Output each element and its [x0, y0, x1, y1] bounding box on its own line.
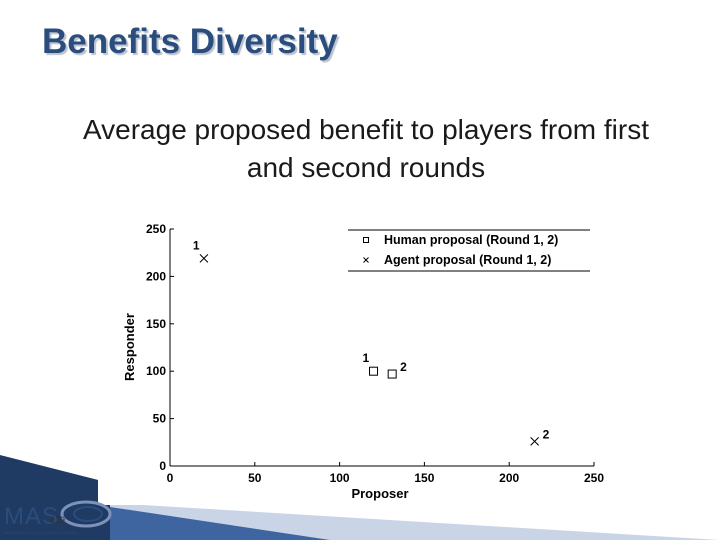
point-label: 1: [363, 351, 370, 365]
marker-stroke: [530, 436, 539, 446]
legend-marker: [363, 237, 369, 243]
mas-logo: MAS DARTMOUTH MULTI-AGENT SYSTEMS: [4, 497, 112, 540]
x-tick-label: 0: [167, 471, 174, 485]
y-tick-label: 50: [153, 412, 167, 426]
point-label: 2: [543, 427, 550, 441]
y-tick-label: 150: [146, 317, 166, 331]
marker-stroke: [199, 254, 209, 263]
x-tick-label: 150: [414, 471, 434, 485]
human-proposal-point: [387, 369, 397, 379]
legend-entry: Human proposal (Round 1, 2): [384, 233, 558, 247]
footer-decoration: [0, 455, 720, 540]
x-tick-label: 100: [330, 471, 350, 485]
x-axis-label: Proposer: [351, 486, 408, 501]
agent-proposal-point: [199, 254, 209, 263]
slide-title: Benefits Diversity: [42, 22, 338, 61]
page-number: 129: [50, 515, 66, 525]
data-marks: 1 2 1 2: [193, 238, 550, 446]
marker-stroke: [363, 257, 369, 263]
y-tick-label: 200: [146, 269, 166, 283]
x-tick-label: 250: [584, 471, 604, 485]
agent-proposal-point: [530, 436, 539, 446]
legend-marker: [363, 257, 369, 263]
footer-wave-mid: [110, 507, 330, 540]
point-label: 2: [400, 360, 407, 374]
slide-subtitle: Average proposed benefit to players from…: [82, 114, 649, 183]
human-proposal-point: [369, 366, 379, 376]
logo-subtext: DARTMOUTH MULTI-AGENT SYSTEMS: [4, 530, 78, 535]
x-tick-label: 200: [499, 471, 519, 485]
y-axis-label: Responder: [122, 313, 137, 381]
y-tick-label: 0: [159, 459, 166, 473]
chart-panel: 0 50 100 150 200 250 0 50 100 150 200 250 1 2 1 2 Huma…: [98, 205, 644, 505]
footer-wave-dark: [0, 455, 110, 540]
axes: 0 50 100 150 200 250 0 50 100 150 200 250: [146, 222, 604, 485]
y-tick-label: 100: [146, 364, 166, 378]
logo-text: MAS: [4, 503, 60, 530]
legend: Human proposal (Round 1, 2) Agent proposa…: [348, 229, 590, 272]
scatter-chart: 0 50 100 150 200 250 0 50 100 150 200 250 1 2 1 2 Huma…: [122, 222, 604, 501]
y-tick-label: 250: [146, 222, 166, 236]
point-label: 1: [193, 238, 200, 252]
logo-swoosh: [60, 500, 112, 528]
x-tick-label: 50: [248, 471, 262, 485]
legend-entry: Agent proposal (Round 1, 2): [384, 253, 551, 267]
